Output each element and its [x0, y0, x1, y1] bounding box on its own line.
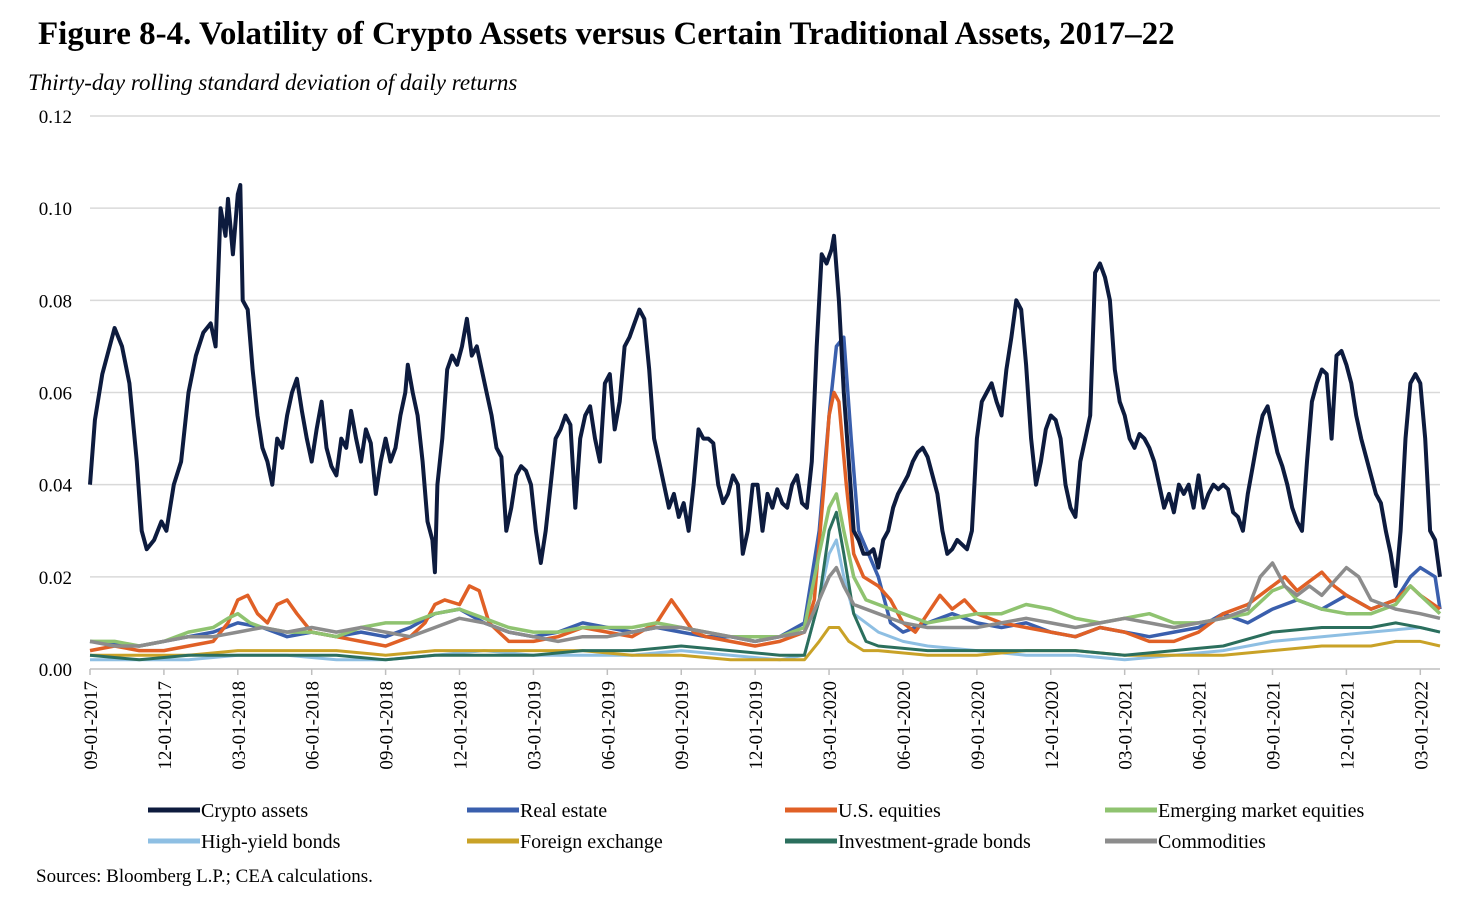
x-tick-label: 09-01-2017: [81, 681, 102, 770]
legend-label: Investment-grade bonds: [838, 831, 1031, 853]
x-tick-label: 12-01-2021: [1337, 681, 1358, 770]
x-tick-label: 12-01-2020: [1042, 681, 1063, 770]
x-tick-label: 09-01-2018: [377, 681, 398, 770]
legend-label: Emerging market equities: [1158, 800, 1364, 822]
legend-label: Real estate: [520, 800, 607, 822]
chart-title: Figure 8-4. Volatility of Crypto Assets …: [38, 16, 1175, 52]
series-line-foreign-exchange: [90, 626, 1441, 662]
y-axis-ticks: 0.00 0.02 0.04 0.06 0.08 0.10 0.12: [39, 107, 73, 681]
x-axis-ticks: 09-01-2017 12-01-2017 03-01-2018 06-01-2018…: [81, 669, 1432, 770]
y-tick-label: 0.06: [39, 384, 72, 405]
legend-label: Foreign exchange: [520, 831, 663, 853]
x-tick-label: 06-01-2019: [598, 681, 619, 770]
x-tick-label: 12-01-2019: [746, 681, 767, 770]
x-tick-label: 09-01-2019: [672, 681, 693, 770]
legend-label: High-yield bonds: [201, 831, 341, 853]
source-note: Sources: Bloomberg L.P.; CEA calculation…: [36, 866, 373, 887]
series-line-crypto-assets: [88, 183, 1442, 588]
x-tick-label: 03-01-2018: [229, 681, 250, 770]
x-tick-label: 09-01-2021: [1263, 681, 1284, 770]
series-line-commodities: [89, 561, 1441, 648]
y-tick-label: 0.02: [39, 568, 72, 589]
series-line-real-estate: [89, 335, 1442, 648]
x-tick-label: 12-01-2017: [155, 681, 176, 770]
x-tick-label: 03-01-2022: [1411, 681, 1432, 770]
series-lines: [88, 183, 1442, 662]
gridlines: [90, 115, 1440, 578]
legend: Crypto assets Real estate U.S. equities Eme…: [148, 800, 1364, 853]
chart-subtitle: Thirty-day rolling standard deviation of…: [28, 70, 518, 95]
x-tick-label: 06-01-2021: [1190, 681, 1211, 770]
legend-label: Commodities: [1158, 831, 1266, 853]
x-tick-label: 06-01-2018: [303, 681, 324, 770]
y-tick-label: 0.12: [39, 107, 72, 128]
x-tick-label: 03-01-2019: [524, 681, 545, 770]
y-tick-label: 0.08: [39, 291, 72, 312]
x-tick-label: 06-01-2020: [894, 681, 915, 770]
legend-label: U.S. equities: [838, 800, 941, 822]
y-tick-label: 0.10: [39, 199, 72, 220]
y-tick-label: 0.04: [39, 476, 73, 497]
series-line-high-yield-bonds: [90, 538, 1441, 662]
x-tick-label: 03-01-2021: [1116, 681, 1137, 770]
series-line-emerging-market-equities: [90, 492, 1442, 648]
legend-label: Crypto assets: [201, 800, 308, 822]
x-tick-label: 12-01-2018: [451, 681, 472, 770]
series-line-investment-grade-bonds: [89, 510, 1441, 662]
x-tick-label: 03-01-2020: [820, 681, 841, 770]
x-tick-label: 09-01-2020: [968, 681, 989, 770]
y-tick-label: 0.00: [39, 660, 72, 681]
